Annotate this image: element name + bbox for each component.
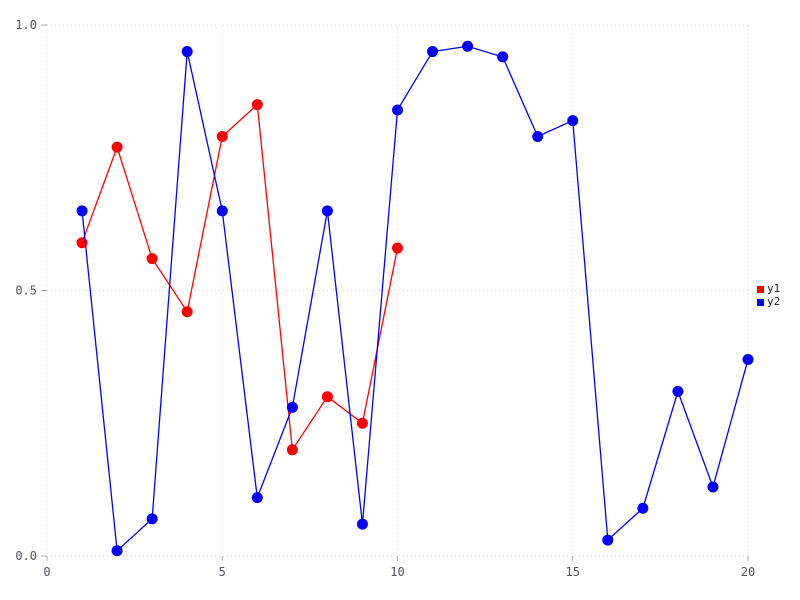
data-point-y2 — [251, 492, 263, 504]
data-point-y2 — [462, 40, 474, 52]
y-tick-label: 1.0 — [15, 18, 37, 32]
data-point-y2 — [146, 513, 158, 525]
legend-entry-y1: y1 — [757, 283, 780, 295]
legend-label-y1: y1 — [767, 282, 781, 295]
y-tick-label: 0.5 — [15, 284, 37, 298]
legend-entry-y2: y2 — [757, 296, 780, 308]
data-point-y1 — [111, 141, 123, 153]
x-tick-label: 15 — [566, 565, 580, 579]
data-point-y2 — [76, 205, 88, 217]
series-line-y2 — [81, 45, 749, 553]
data-point-y2 — [637, 502, 649, 514]
data-point-y2 — [392, 104, 403, 116]
data-point-y2 — [532, 131, 544, 143]
series-line-y1 — [81, 103, 399, 452]
x-tick-label: 5 — [219, 565, 226, 579]
data-point-y2 — [181, 46, 193, 58]
legend: y1 y2 — [757, 283, 780, 308]
legend-label-y2: y2 — [767, 295, 781, 308]
data-point-y2 — [567, 115, 579, 127]
x-tick-label: 10 — [390, 565, 404, 579]
x-tick-label: 20 — [741, 565, 755, 579]
data-point-y2 — [286, 401, 298, 413]
data-point-y1 — [286, 444, 298, 456]
data-point-y1 — [392, 242, 403, 254]
data-point-y2 — [321, 205, 333, 217]
data-point-y2 — [707, 481, 719, 493]
data-point-y2 — [111, 545, 123, 557]
data-point-y1 — [251, 99, 263, 111]
data-point-y2 — [742, 354, 754, 366]
y-tick-label: 0.0 — [15, 549, 37, 563]
data-point-y2 — [672, 385, 684, 397]
data-point-y2 — [602, 534, 614, 546]
data-point-y1 — [356, 417, 368, 429]
data-point-y2 — [497, 51, 509, 63]
data-point-y2 — [427, 46, 439, 58]
legend-swatch-y1 — [757, 285, 764, 293]
data-point-y1 — [146, 253, 158, 265]
data-point-y2 — [216, 205, 228, 217]
data-point-y1 — [321, 391, 333, 403]
legend-swatch-y2 — [757, 298, 764, 306]
data-point-y2 — [356, 518, 368, 530]
x-tick-label: 0 — [43, 565, 50, 579]
data-point-y1 — [181, 306, 193, 318]
data-point-y1 — [216, 131, 228, 143]
